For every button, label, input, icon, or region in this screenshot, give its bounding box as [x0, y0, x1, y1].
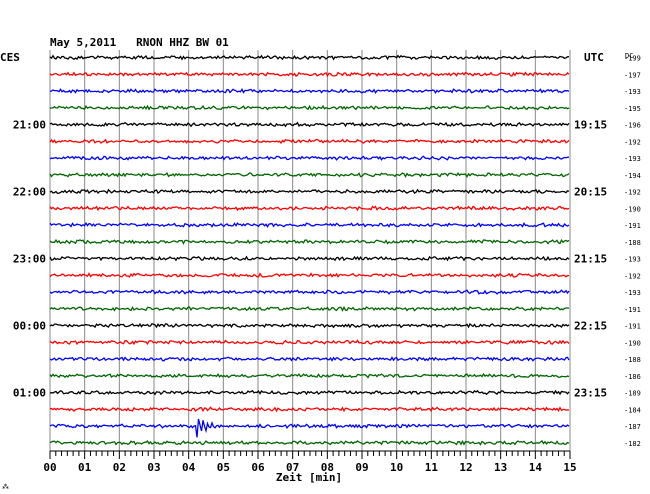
hour-label-left: 21:00: [13, 119, 46, 132]
dc-offset-label: -195: [624, 105, 641, 113]
x-tick-label: 04: [182, 461, 196, 474]
trace-line: [49, 172, 570, 179]
trace-line: [49, 71, 570, 78]
trace-line: [49, 418, 570, 438]
trace-line: [49, 121, 570, 128]
x-tick-label: 07: [286, 461, 299, 474]
x-tick-label: 02: [113, 461, 126, 474]
trace-line: [49, 339, 570, 346]
dc-offset-label: -199: [624, 55, 641, 63]
trace-line: [49, 188, 570, 195]
trace-line: [49, 356, 570, 362]
trace-line: [49, 322, 570, 329]
dc-offset-label: -187: [624, 423, 641, 431]
trace-line: [49, 221, 570, 228]
dc-offset-label: -184: [624, 406, 641, 414]
dc-offset-label: -189: [624, 390, 641, 398]
x-tick-label: 09: [355, 461, 368, 474]
dc-offset-label: -193: [624, 256, 641, 264]
hour-label-right: 22:15: [574, 320, 607, 333]
dc-offset-label: -193: [624, 88, 641, 96]
dc-offset-label: -182: [624, 440, 641, 448]
trace-lines: [49, 54, 570, 446]
grid-lines: [49, 50, 571, 451]
x-tick-label: 11: [425, 461, 439, 474]
hour-label-right: 21:15: [574, 253, 607, 266]
dc-offset-label: -186: [624, 373, 641, 381]
trace-line: [49, 439, 570, 446]
dc-header: DC: [625, 52, 633, 60]
dc-offset-label: -188: [624, 356, 641, 364]
axis-labels: -199 -197 -193 -195 -196 -192 -193 -194 -192 -190…: [13, 55, 641, 475]
x-tick-label: 12: [459, 461, 472, 474]
x-tick-label: 14: [529, 461, 543, 474]
hour-label-left: 22:00: [13, 186, 46, 199]
dc-offset-label: -190: [624, 339, 641, 347]
trace-line: [49, 289, 570, 295]
hour-label-left: 00:00: [13, 320, 46, 333]
chart-title: May 5,2011 RNON HHZ BW 01: [50, 36, 229, 49]
dc-offset-label: -191: [624, 306, 641, 314]
dc-offset-label: -197: [624, 71, 641, 79]
dc-offset-label: -191: [624, 323, 641, 331]
dc-offset-label: -188: [624, 239, 641, 247]
x-tick-label: 15: [563, 461, 576, 474]
dc-offset-label: -193: [624, 289, 641, 297]
x-tick-label: 01: [78, 461, 92, 474]
trace-line: [49, 389, 570, 396]
dc-offset-label: -192: [624, 272, 641, 280]
trace-line: [49, 205, 570, 212]
x-tick-label: 06: [251, 461, 265, 474]
hour-label-right: 23:15: [574, 387, 607, 400]
x-tick-label: 05: [217, 461, 230, 474]
trace-line: [49, 406, 570, 413]
dc-offset-label: -193: [624, 155, 641, 163]
trace-line: [49, 104, 570, 111]
right-zone-label: UTC: [584, 51, 604, 64]
trace-line: [49, 272, 570, 278]
trace-line: [49, 372, 570, 379]
dc-offset-label: -190: [624, 205, 641, 213]
trace-line: [49, 155, 570, 161]
dc-offset-label: -192: [624, 189, 641, 197]
dc-offset-label: -191: [624, 222, 641, 230]
hour-label-left: 23:00: [13, 253, 46, 266]
dc-offset-label: -192: [624, 138, 641, 146]
footer-mark: ⁂: [2, 483, 9, 491]
trace-line: [49, 238, 570, 245]
hour-label-right: 19:15: [574, 119, 607, 132]
hour-label-left: 01:00: [13, 387, 46, 400]
trace-line: [49, 255, 570, 262]
hour-label-right: 20:15: [574, 186, 607, 199]
x-tick-label: 13: [494, 461, 507, 474]
x-tick-label: 03: [147, 461, 160, 474]
trace-line: [49, 87, 570, 95]
dc-offset-label: -194: [624, 172, 641, 180]
left-zone-label: CES: [0, 51, 20, 64]
x-axis-label: Zeit [min]: [276, 471, 342, 484]
x-tick-label: 00: [43, 461, 56, 474]
x-tick-label: 10: [390, 461, 403, 474]
trace-line: [49, 305, 570, 312]
trace-line: [49, 138, 570, 145]
trace-line: [49, 54, 570, 61]
x-tick-label: 08: [321, 461, 334, 474]
dc-offset-label: -196: [624, 122, 641, 130]
